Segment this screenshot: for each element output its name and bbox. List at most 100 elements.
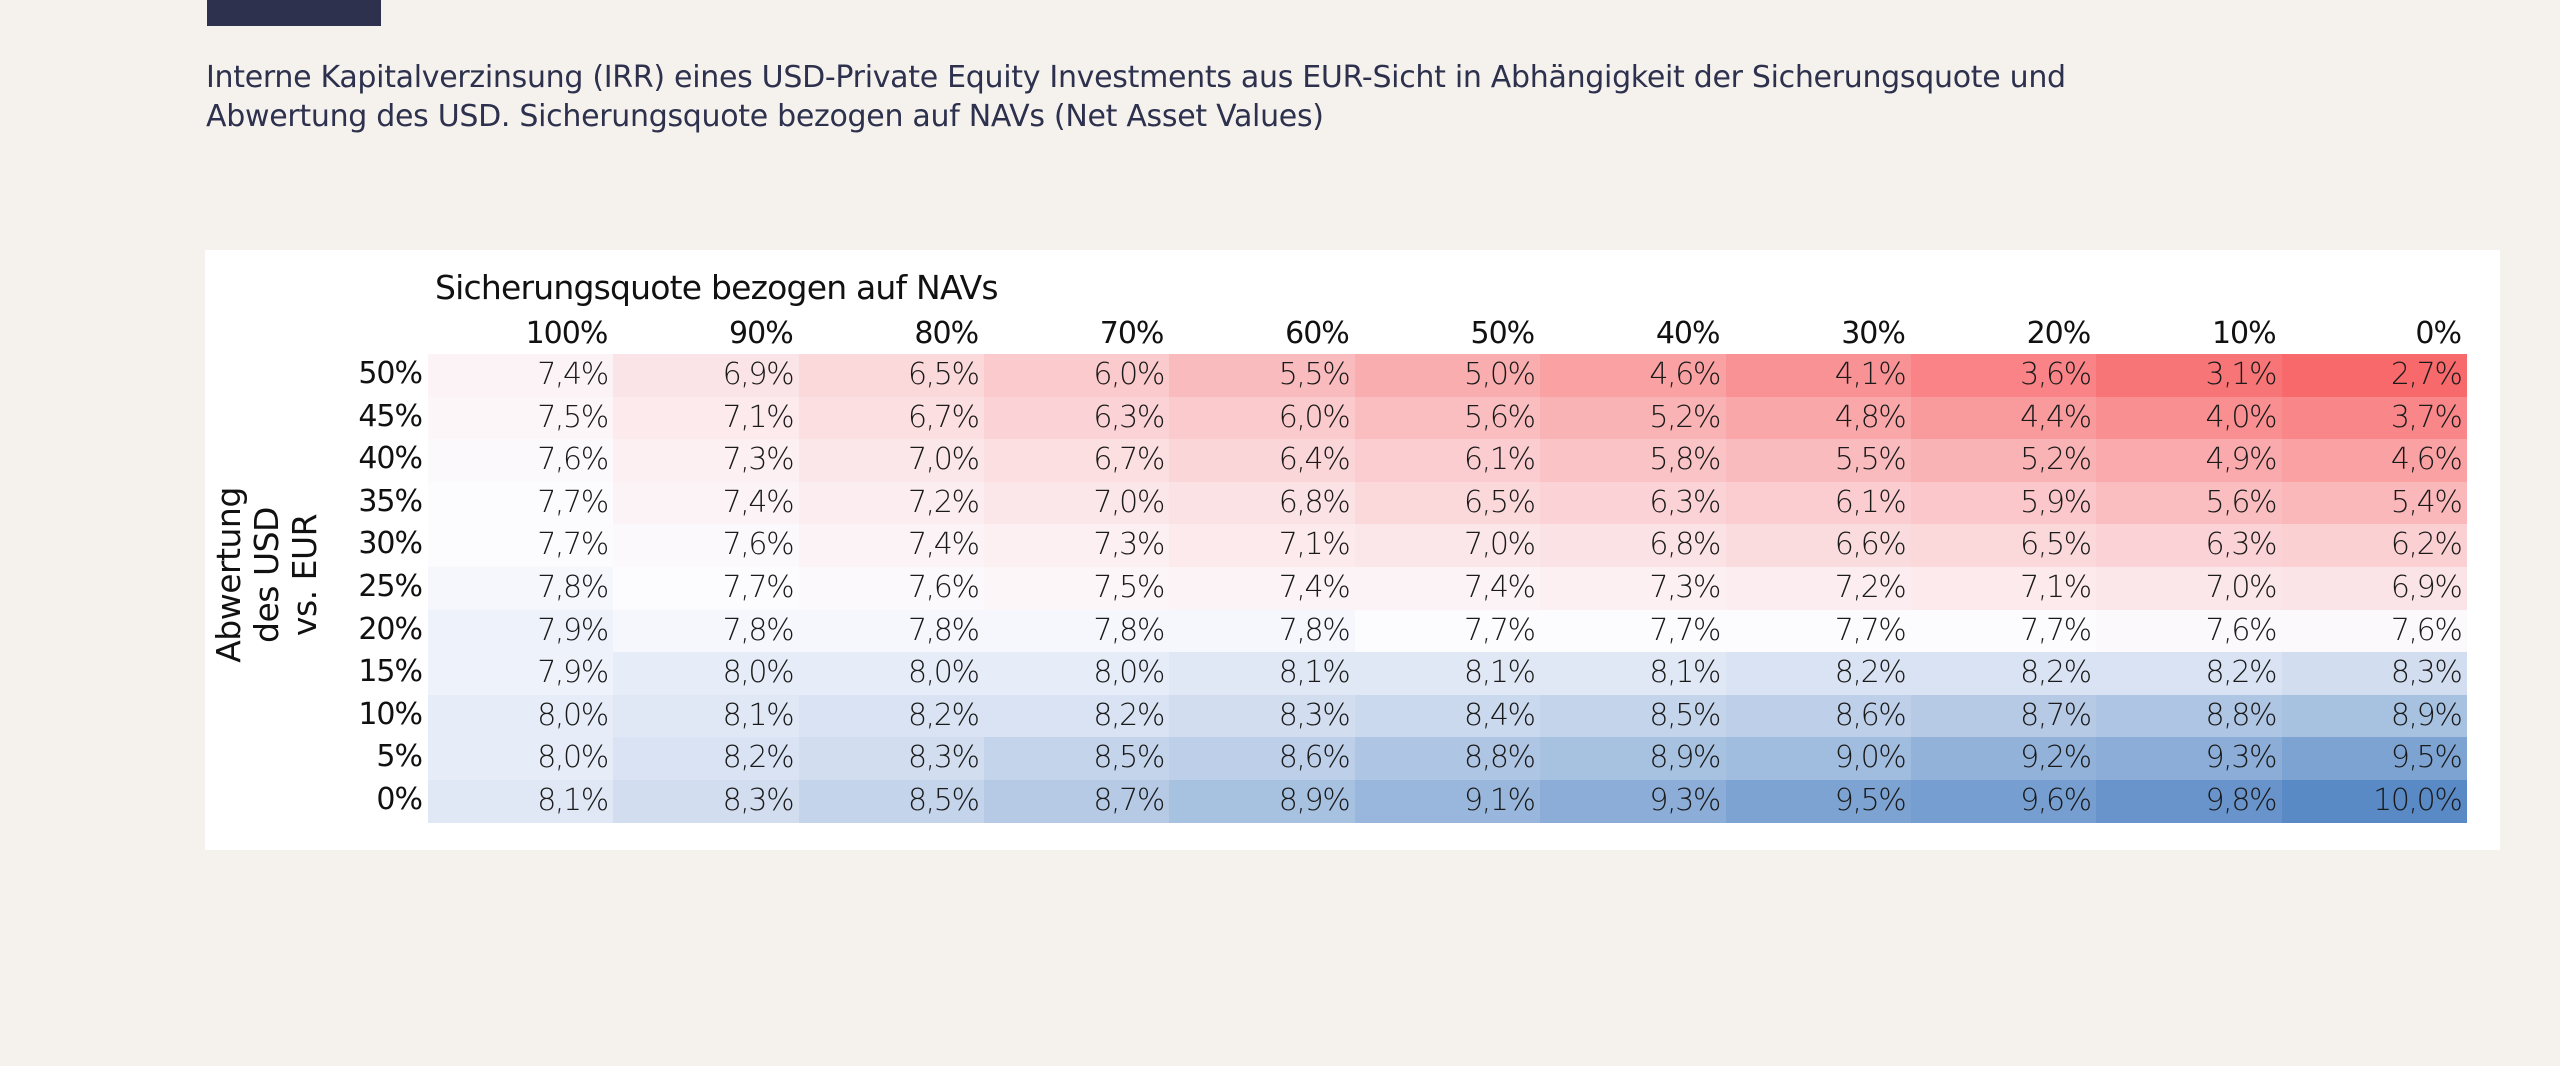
heatmap-cell: 8,4% — [1354, 694, 1541, 738]
heatmap-cell: 6,2% — [2281, 524, 2468, 568]
heatmap-cell: 7,0% — [1354, 524, 1541, 568]
heatmap-cell: 2,7% — [2281, 354, 2468, 398]
heatmap-cell: 3,1% — [2096, 354, 2283, 398]
heatmap-cell: 8,1% — [613, 694, 800, 738]
heatmap-cell: 6,7% — [798, 396, 985, 440]
heatmap-cell: 6,5% — [1354, 481, 1541, 525]
heatmap-cell: 5,2% — [1540, 396, 1727, 440]
heatmap-cell: 5,8% — [1540, 439, 1727, 483]
heatmap-cell: 9,6% — [1910, 780, 2097, 824]
heatmap-cell: 8,1% — [1169, 652, 1356, 696]
heatmap-cell: 6,4% — [1169, 439, 1356, 483]
heatmap-cell: 9,3% — [1540, 780, 1727, 824]
heatmap-cell: 4,6% — [2281, 439, 2468, 483]
heatmap-cell: 8,2% — [613, 737, 800, 781]
heatmap-cell: 7,0% — [798, 439, 985, 483]
row-header: 15% — [358, 654, 423, 690]
heatmap-cell: 3,7% — [2281, 396, 2468, 440]
heatmap-cell: 7,1% — [1169, 524, 1356, 568]
heatmap-cell: 7,4% — [428, 354, 614, 398]
heatmap-cell: 5,6% — [2096, 481, 2283, 525]
heatmap-cell: 8,8% — [1354, 737, 1541, 781]
heatmap-cell: 7,4% — [1169, 567, 1356, 611]
heatmap-cell: 8,1% — [1540, 652, 1727, 696]
row-header: 50% — [358, 356, 423, 391]
heatmap-cell: 7,7% — [428, 481, 614, 525]
column-header: 0% — [2415, 316, 2462, 351]
column-header: 50% — [1470, 316, 1535, 351]
heatmap-cell: 4,4% — [1910, 396, 2097, 440]
heatmap-cell: 7,0% — [984, 481, 1170, 525]
heatmap-cell: 7,1% — [1910, 567, 2097, 611]
caption-line-1: Interne Kapitalverzinsung (IRR) eines US… — [206, 60, 2066, 95]
heatmap-cell: 6,9% — [613, 354, 800, 398]
heatmap-cell: 7,5% — [428, 396, 614, 440]
column-header: 30% — [1841, 316, 1906, 351]
heatmap-cell: 7,8% — [1169, 609, 1356, 653]
heatmap-cell: 8,0% — [613, 652, 800, 696]
heatmap-cell: 7,8% — [984, 609, 1170, 653]
heatmap-cell: 7,6% — [2096, 609, 2283, 653]
row-header: 10% — [358, 696, 423, 732]
heatmap-cell: 5,5% — [1725, 439, 1912, 483]
heatmap-cell: 7,0% — [2096, 567, 2283, 611]
column-header: 70% — [1099, 316, 1165, 351]
column-header: 60% — [1285, 316, 1350, 351]
heatmap-cell: 7,8% — [613, 609, 800, 653]
heatmap-cell: 8,1% — [428, 780, 614, 824]
heatmap-cell: 6,5% — [1910, 524, 2097, 568]
heatmap-cell: 9,5% — [1725, 780, 1912, 824]
heatmap-cell: 7,3% — [613, 439, 800, 483]
heatmap-cell: 8,0% — [428, 694, 614, 738]
heatmap-cell: 9,5% — [2281, 737, 2468, 781]
heatmap-cell: 7,8% — [798, 609, 985, 653]
heatmap-cell: 8,2% — [1910, 652, 2097, 696]
heatmap-cell: 6,5% — [798, 354, 985, 398]
heatmap-cell: 7,3% — [1540, 567, 1727, 611]
row-header: 40% — [358, 441, 423, 477]
heatmap-cell: 5,9% — [1910, 481, 2097, 525]
heatmap-cell: 7,5% — [984, 567, 1170, 611]
column-header: 40% — [1655, 316, 1721, 351]
heatmap-cell: 8,2% — [798, 694, 985, 738]
x-axis-title: Sicherungsquote bezogen auf NAVs — [435, 268, 999, 307]
heatmap-cell: 8,2% — [1725, 652, 1912, 696]
heatmap-cell: 8,3% — [613, 780, 800, 824]
heatmap-cell: 5,5% — [1169, 354, 1356, 398]
heatmap-cell: 8,5% — [984, 737, 1170, 781]
heatmap-cell: 5,2% — [1910, 439, 2097, 483]
column-header: 20% — [2026, 316, 2092, 351]
heatmap-cell: 5,6% — [1354, 396, 1541, 440]
heatmap-cell: 7,4% — [1354, 567, 1541, 611]
heatmap-cell: 4,6% — [1540, 354, 1727, 398]
column-header: 90% — [729, 316, 794, 351]
heatmap-cell: 7,2% — [798, 481, 985, 525]
heatmap-cell: 8,7% — [1910, 694, 2097, 738]
heatmap-cell: 7,9% — [428, 609, 614, 653]
heatmap-cell: 7,6% — [2281, 609, 2468, 653]
heatmap-cell: 8,0% — [428, 737, 614, 781]
heatmap-cell: 7,2% — [1725, 567, 1912, 611]
heatmap-cell: 7,7% — [1540, 609, 1727, 653]
heatmap-cell: 9,2% — [1910, 737, 2097, 781]
heatmap-cell: 8,2% — [2096, 652, 2283, 696]
heatmap-cell: 8,0% — [984, 652, 1170, 696]
heatmap-cell: 6,0% — [1169, 396, 1356, 440]
row-header: 35% — [358, 483, 423, 519]
y-axis-title-wrapper: Abwertung des USD vs. EUR — [209, 360, 324, 790]
heatmap-cell: 8,6% — [1169, 737, 1356, 781]
heatmap-cell: 8,5% — [1540, 694, 1727, 738]
heatmap-cell: 7,4% — [613, 481, 800, 525]
heatmap-cell: 6,0% — [984, 354, 1170, 398]
heatmap-cell: 8,3% — [2281, 652, 2468, 696]
row-header: 0% — [376, 782, 423, 817]
heatmap-cell: 7,7% — [613, 567, 800, 611]
heatmap-cell: 5,0% — [1354, 354, 1541, 398]
heatmap-cell: 6,3% — [2096, 524, 2283, 568]
heatmap-cell: 4,0% — [2096, 396, 2283, 440]
heatmap-cell: 6,7% — [984, 439, 1170, 483]
heatmap-cell: 7,9% — [428, 652, 614, 696]
heatmap-cell: 7,7% — [1910, 609, 2097, 653]
heatmap-cell: 7,6% — [613, 524, 800, 568]
heatmap-cell: 7,7% — [428, 524, 614, 568]
